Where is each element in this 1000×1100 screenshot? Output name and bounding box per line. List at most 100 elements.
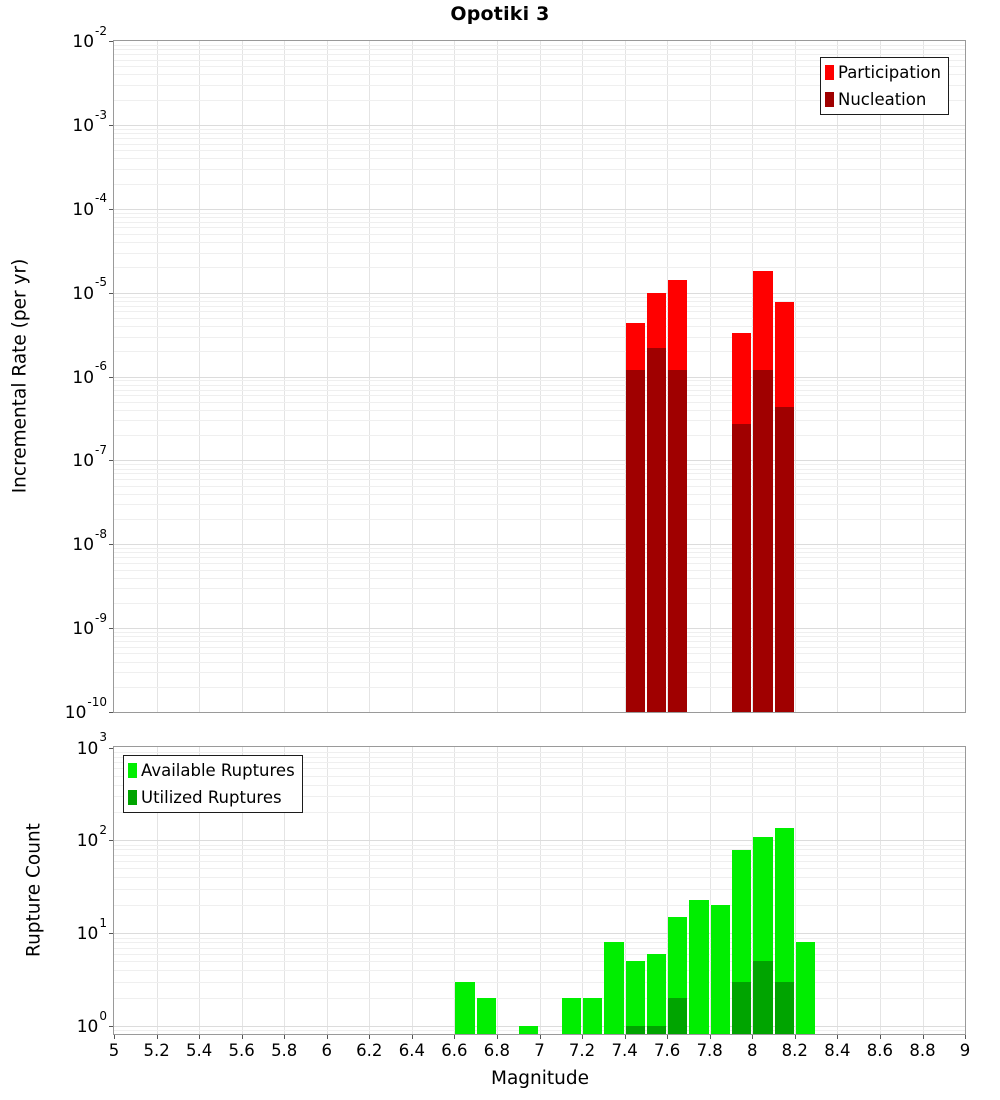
x-tick-mark xyxy=(496,1035,498,1039)
y-tick-mark xyxy=(109,1026,113,1028)
x-tick-mark xyxy=(411,1035,413,1039)
y-tick-mark xyxy=(109,376,113,378)
available-bar xyxy=(795,942,816,1034)
x-tick-label: 5.2 xyxy=(143,1041,170,1060)
h-gridline-minor xyxy=(114,305,965,307)
v-gridline xyxy=(794,747,796,1034)
legend-item-participation: Participation xyxy=(824,59,941,86)
h-gridline-minor xyxy=(114,66,965,68)
h-gridline-minor xyxy=(114,632,965,633)
h-gridline-minor xyxy=(114,267,965,269)
h-gridline-minor xyxy=(114,409,965,411)
h-gridline-minor xyxy=(114,158,965,160)
y-tick-label: 10-4 xyxy=(72,191,107,220)
h-gridline-minor xyxy=(114,336,965,338)
x-tick-mark xyxy=(922,1035,924,1039)
legend-label-participation: Participation xyxy=(837,63,941,82)
available-bar xyxy=(604,942,624,1034)
h-gridline-minor xyxy=(114,504,965,506)
y-tick-label: 10-3 xyxy=(72,107,107,136)
y-tick-label: 10-7 xyxy=(72,443,107,472)
available-bar xyxy=(625,961,645,1034)
h-gridline-minor xyxy=(114,473,965,475)
h-gridline-minor xyxy=(114,99,965,101)
h-gridline-minor xyxy=(114,84,965,86)
y-tick-mark xyxy=(109,124,113,126)
y-tick-label: 10-8 xyxy=(72,527,107,556)
y-tick-label: 10-10 xyxy=(64,694,107,723)
x-tick-label: 8 xyxy=(747,1041,758,1060)
h-gridline-minor xyxy=(114,888,965,890)
x-tick-label: 7.2 xyxy=(568,1041,596,1060)
h-gridline-major xyxy=(114,933,965,935)
top-y-axis-label: Incremental Rate (per yr) xyxy=(9,258,31,494)
h-gridline-minor xyxy=(114,641,965,643)
x-tick-mark xyxy=(539,1035,541,1039)
participation-swatch-icon xyxy=(824,65,834,80)
h-gridline-minor xyxy=(114,751,965,753)
h-gridline-minor xyxy=(114,137,965,139)
y-tick-label: 10-9 xyxy=(72,610,107,639)
v-gridline xyxy=(667,747,669,1034)
x-tick-label: 7.8 xyxy=(696,1041,723,1060)
h-gridline-minor xyxy=(114,300,965,302)
h-gridline-minor xyxy=(114,44,965,46)
y-tick-mark xyxy=(109,544,113,546)
x-tick-label: 8.4 xyxy=(824,1041,851,1060)
h-gridline-major xyxy=(114,544,965,546)
h-gridline-major xyxy=(114,124,965,126)
h-gridline-minor xyxy=(114,686,965,688)
legend-item-utilized: Utilized Ruptures xyxy=(128,784,295,811)
h-gridline-minor xyxy=(114,216,965,218)
x-tick-mark xyxy=(794,1035,796,1039)
nucleation-swatch-icon xyxy=(824,92,834,107)
h-gridline-minor xyxy=(114,212,965,214)
x-tick-label: 6.6 xyxy=(441,1041,468,1060)
x-tick-label: 5.4 xyxy=(185,1041,213,1060)
x-tick-mark xyxy=(454,1035,456,1039)
v-gridline xyxy=(582,747,584,1034)
x-tick-label: 8.6 xyxy=(866,1041,894,1060)
x-tick-label: 8.8 xyxy=(909,1041,936,1060)
h-gridline-minor xyxy=(114,653,965,655)
v-gridline xyxy=(454,747,456,1034)
h-gridline-minor xyxy=(114,636,965,638)
y-tick-label: 10-5 xyxy=(72,275,107,304)
x-tick-mark xyxy=(582,1035,583,1039)
h-gridline-minor xyxy=(114,326,965,327)
utilized-bar xyxy=(753,961,773,1034)
available-bar xyxy=(519,1026,539,1034)
h-gridline-major xyxy=(114,1026,965,1028)
h-gridline-minor xyxy=(114,577,965,579)
h-gridline-minor xyxy=(114,150,965,152)
h-gridline-minor xyxy=(114,756,965,758)
h-gridline-minor xyxy=(114,784,965,786)
h-gridline-minor xyxy=(114,552,965,554)
x-tick-mark xyxy=(284,1035,286,1039)
x-tick-label: 6 xyxy=(321,1041,333,1060)
x-tick-label: 6.8 xyxy=(483,1041,511,1060)
h-gridline-minor xyxy=(114,74,965,76)
legend-item-nucleation: Nucleation xyxy=(824,86,941,113)
h-gridline-minor xyxy=(114,562,965,564)
x-tick-mark xyxy=(114,1035,115,1039)
v-gridline xyxy=(199,747,201,1034)
h-gridline-minor xyxy=(114,252,965,254)
h-gridline-major xyxy=(114,376,965,378)
y-tick-label: 101 xyxy=(76,916,107,945)
v-gridline xyxy=(156,747,158,1034)
available-ruptures-swatch-icon xyxy=(128,763,137,778)
legend-item-available: Available Ruptures xyxy=(128,757,295,784)
h-gridline-minor xyxy=(114,768,965,770)
available-bar xyxy=(583,998,603,1034)
y-tick-label: 10-6 xyxy=(72,359,107,388)
x-tick-label: 7.4 xyxy=(611,1041,638,1060)
x-tick-mark xyxy=(965,1035,966,1039)
y-tick-mark xyxy=(109,208,113,210)
utilized-bar xyxy=(732,981,752,1034)
available-bar xyxy=(689,899,709,1034)
h-gridline-minor xyxy=(114,905,965,907)
h-gridline-minor xyxy=(114,384,965,386)
h-gridline-minor xyxy=(114,849,965,851)
legend-label-available: Available Ruptures xyxy=(141,761,295,780)
